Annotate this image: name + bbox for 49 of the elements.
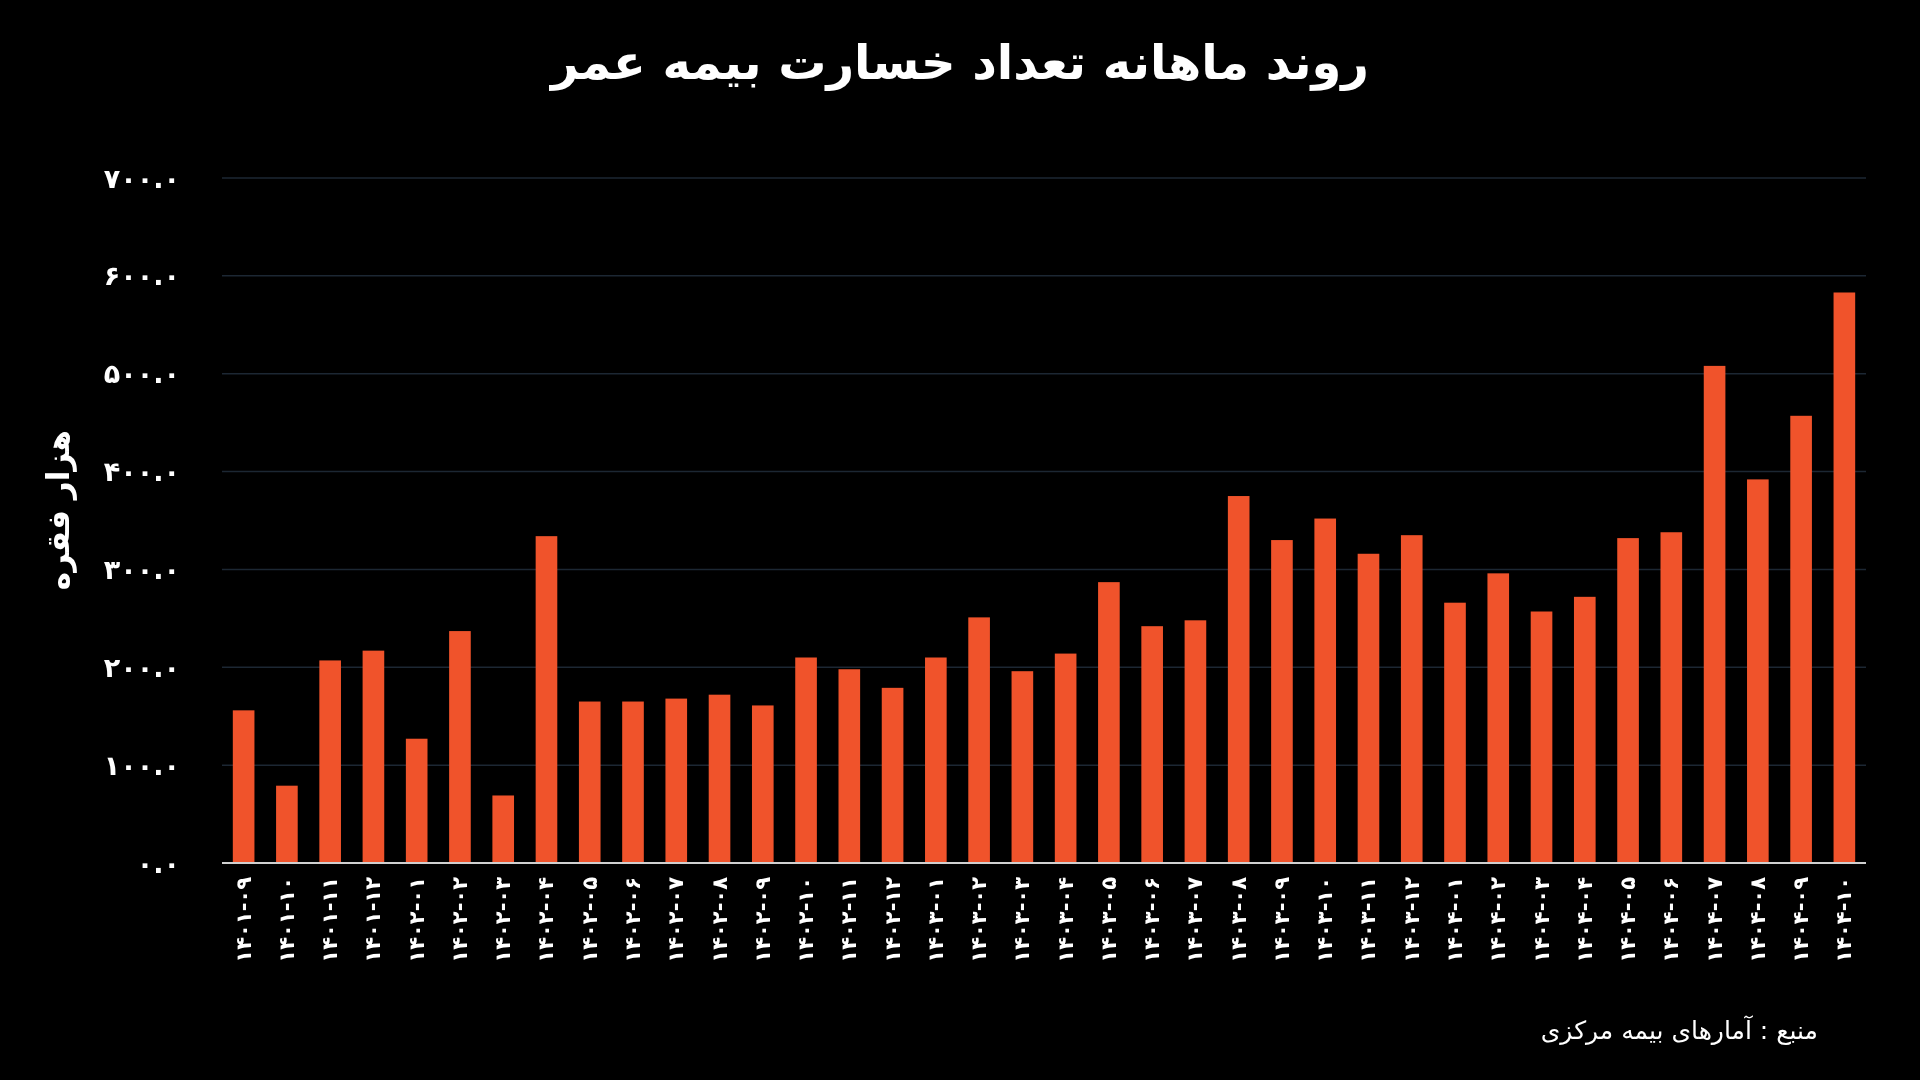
x-tick-label: ۱۴۰۳-۱۱ xyxy=(1356,877,1381,963)
x-tick-label: ۱۴۰۴-۰۶ xyxy=(1659,877,1684,963)
x-tick-label: ۱۴۰۳-۰۷ xyxy=(1183,876,1208,963)
x-tick-label: ۱۴۰۱-۱۰ xyxy=(274,877,299,963)
y-tick-label: ۶۰۰.۰ xyxy=(103,260,180,292)
x-tick-label: ۱۴۰۲-۱۰ xyxy=(794,877,819,963)
x-tick-label: ۱۴۰۱-۱۲ xyxy=(361,876,386,963)
x-tick-label: ۱۴۰۲-۱۲ xyxy=(880,876,905,963)
y-axis-title: هزار فقره xyxy=(40,429,77,591)
x-tick-label: ۱۴۰۲-۰۸ xyxy=(707,876,732,963)
x-tick-label: ۱۴۰۲-۰۳ xyxy=(491,876,516,963)
x-tick-label: ۱۴۰۴-۰۴ xyxy=(1572,876,1597,963)
y-tick-label: ۳۰۰.۰ xyxy=(103,553,180,585)
y-tick-label: ۷۰۰.۰ xyxy=(103,162,180,194)
x-tick-label: ۱۴۰۴-۰۳ xyxy=(1529,876,1554,963)
x-tick-label: ۱۴۰۴-۱۰ xyxy=(1832,877,1857,963)
y-tick-label: ۲۰۰.۰ xyxy=(103,651,180,683)
y-tick-label: ۱۰۰.۰ xyxy=(103,749,180,781)
x-tick-label: ۱۴۰۳-۱۲ xyxy=(1399,876,1424,963)
x-tick-label: ۱۴۰۳-۰۹ xyxy=(1269,876,1294,963)
x-tick-label: ۱۴۰۲-۰۱ xyxy=(404,877,429,963)
y-tick-label: ۴۰۰.۰ xyxy=(103,456,180,488)
x-tick-label: ۱۴۰۴-۰۹ xyxy=(1789,876,1814,963)
x-tick-label: ۱۴۰۳-۱۰ xyxy=(1313,877,1338,963)
x-tick-label: ۱۴۰۴-۰۲ xyxy=(1486,876,1511,963)
x-tick-label: ۱۴۰۳-۰۸ xyxy=(1226,876,1251,963)
x-tick-label: ۱۴۰۴-۰۷ xyxy=(1702,876,1727,963)
x-tick-label: ۱۴۰۴-۰۱ xyxy=(1443,877,1467,963)
y-tick-label: ۵۰۰.۰ xyxy=(103,358,180,390)
x-tick-label: ۱۴۰۳-۰۵ xyxy=(1096,876,1121,963)
x-tick-label: ۱۴۰۱-۰۹ xyxy=(231,876,256,963)
x-tick-label: ۱۴۰۳-۰۱ xyxy=(923,877,948,963)
x-tick-label: ۱۴۰۱-۱۱ xyxy=(318,877,343,963)
x-tick-label: ۱۴۰۲-۰۷ xyxy=(664,876,689,963)
x-tick-label: ۱۴۰۳-۰۳ xyxy=(1010,876,1035,963)
x-tick-label: ۱۴۰۴-۰۸ xyxy=(1745,876,1770,963)
text: منبع : آمارهای بیمه مرکزی xyxy=(1540,1014,1818,1046)
x-tick-label: ۱۴۰۲-۰۵ xyxy=(577,876,602,963)
x-tick-label: ۱۴۰۲-۰۹ xyxy=(750,876,775,963)
x-tick-label: ۱۴۰۲-۰۶ xyxy=(621,877,645,963)
x-tick-label: ۱۴۰۲-۰۴ xyxy=(534,876,559,963)
x-tick-label: ۱۴۰۳-۰۴ xyxy=(1053,876,1078,963)
chart-title: روند ماهانه تعداد خسارت بیمه عمر xyxy=(549,34,1369,91)
x-tick-label: ۱۴۰۳-۰۶ xyxy=(1140,877,1165,963)
x-tick-label: ۱۴۰۴-۰۵ xyxy=(1616,876,1641,963)
x-tick-label: ۱۴۰۲-۰۲ xyxy=(447,876,472,963)
y-tick-label: ۰.۰ xyxy=(136,847,180,879)
x-tick-label: ۱۴۰۳-۰۲ xyxy=(967,876,992,963)
x-tick-label: ۱۴۰۲-۱۱ xyxy=(837,877,862,963)
